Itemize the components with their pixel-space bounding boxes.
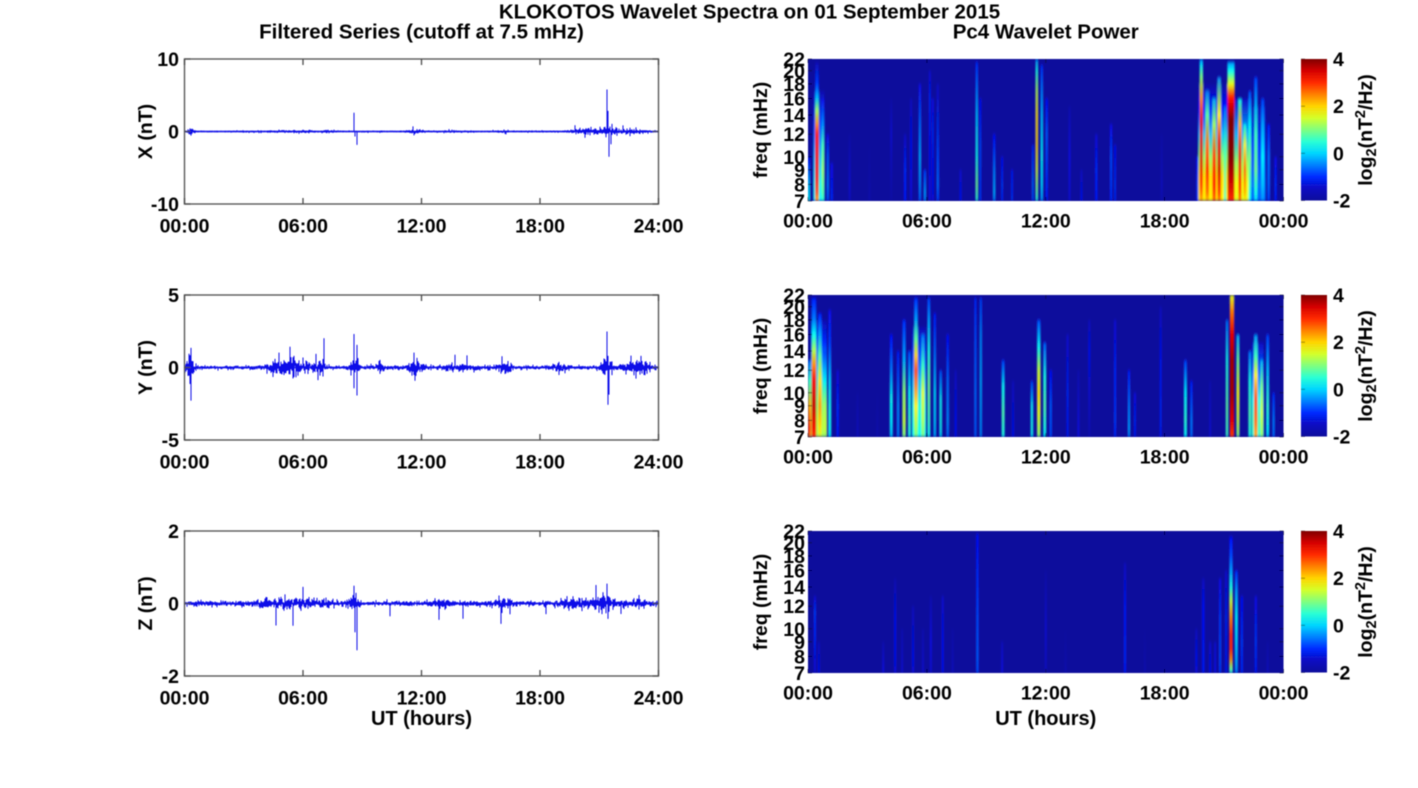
svg-text:freq (mHz): freq (mHz) — [750, 82, 772, 178]
svg-text:18:00: 18:00 — [515, 216, 565, 238]
svg-text:2: 2 — [168, 521, 179, 543]
svg-text:Z (nT): Z (nT) — [135, 576, 157, 630]
svg-text:16: 16 — [783, 560, 805, 582]
svg-text:X (nT): X (nT) — [135, 104, 157, 159]
svg-text:20: 20 — [783, 61, 805, 83]
svg-text:06:00: 06:00 — [278, 452, 328, 474]
svg-text:4: 4 — [1333, 285, 1344, 307]
svg-text:18: 18 — [783, 74, 805, 96]
svg-text:0: 0 — [168, 594, 179, 616]
svg-text:12:00: 12:00 — [397, 216, 447, 238]
svg-text:12:00: 12:00 — [1021, 447, 1071, 469]
svg-text:freq (mHz): freq (mHz) — [750, 318, 772, 414]
svg-text:06:00: 06:00 — [902, 447, 952, 469]
svg-text:06:00: 06:00 — [902, 683, 952, 705]
svg-text:-5: -5 — [162, 430, 179, 452]
svg-text:-2: -2 — [1333, 427, 1350, 449]
svg-text:14: 14 — [783, 341, 805, 363]
svg-text:18:00: 18:00 — [1140, 211, 1190, 233]
svg-text:18: 18 — [783, 310, 805, 332]
svg-text:22: 22 — [783, 49, 805, 71]
svg-text:24:00: 24:00 — [634, 216, 684, 238]
svg-text:00:00: 00:00 — [783, 447, 833, 469]
svg-text:7: 7 — [794, 191, 805, 213]
svg-text:06:00: 06:00 — [902, 211, 952, 233]
svg-text:00:00: 00:00 — [160, 452, 210, 474]
svg-text:10: 10 — [157, 49, 179, 71]
svg-text:UT (hours): UT (hours) — [371, 708, 472, 730]
svg-text:2: 2 — [1333, 568, 1344, 590]
svg-text:log2(nT2/Hz): log2(nT2/Hz) — [1353, 546, 1380, 657]
svg-text:10: 10 — [783, 147, 805, 169]
svg-text:18:00: 18:00 — [515, 688, 565, 710]
svg-text:18:00: 18:00 — [515, 452, 565, 474]
svg-text:00:00: 00:00 — [160, 688, 210, 710]
svg-text:12: 12 — [783, 124, 805, 146]
svg-text:0: 0 — [168, 358, 179, 380]
svg-text:18:00: 18:00 — [1140, 683, 1190, 705]
svg-text:00:00: 00:00 — [783, 211, 833, 233]
svg-text:Filtered Series (cutoff at 7.5: Filtered Series (cutoff at 7.5 mHz) — [259, 21, 584, 44]
svg-text:20: 20 — [783, 297, 805, 319]
svg-text:4: 4 — [1333, 521, 1344, 543]
svg-text:8: 8 — [794, 174, 805, 196]
svg-text:9: 9 — [794, 632, 805, 654]
svg-text:14: 14 — [783, 577, 805, 599]
svg-text:12: 12 — [783, 596, 805, 618]
svg-text:22: 22 — [783, 285, 805, 307]
svg-text:06:00: 06:00 — [278, 688, 328, 710]
svg-text:0: 0 — [1333, 379, 1344, 401]
svg-text:5: 5 — [168, 285, 179, 307]
svg-text:2: 2 — [1333, 332, 1344, 354]
svg-text:14: 14 — [783, 105, 805, 127]
svg-text:12:00: 12:00 — [397, 688, 447, 710]
svg-text:4: 4 — [1333, 49, 1344, 71]
svg-text:16: 16 — [783, 324, 805, 346]
svg-text:00:00: 00:00 — [1259, 683, 1309, 705]
svg-text:18: 18 — [783, 546, 805, 568]
svg-text:Y (nT): Y (nT) — [135, 340, 157, 395]
svg-text:10: 10 — [783, 383, 805, 405]
svg-text:freq (mHz): freq (mHz) — [750, 554, 772, 650]
svg-text:00:00: 00:00 — [1259, 447, 1309, 469]
svg-text:06:00: 06:00 — [278, 216, 328, 238]
svg-text:KLOKOTOS Wavelet Spectra on 01: KLOKOTOS Wavelet Spectra on 01 September… — [499, 1, 1000, 24]
svg-text:12:00: 12:00 — [397, 452, 447, 474]
svg-text:0: 0 — [168, 122, 179, 144]
svg-text:-2: -2 — [1333, 663, 1350, 685]
svg-text:log2(nT2/Hz): log2(nT2/Hz) — [1353, 74, 1380, 185]
svg-text:8: 8 — [794, 646, 805, 668]
svg-text:00:00: 00:00 — [783, 683, 833, 705]
svg-text:0: 0 — [1333, 615, 1344, 637]
svg-text:22: 22 — [783, 521, 805, 543]
svg-text:8: 8 — [794, 410, 805, 432]
svg-text:7: 7 — [794, 427, 805, 449]
svg-text:0: 0 — [1333, 143, 1344, 165]
svg-text:12: 12 — [783, 360, 805, 382]
svg-text:00:00: 00:00 — [160, 216, 210, 238]
svg-text:12:00: 12:00 — [1021, 211, 1071, 233]
svg-text:10: 10 — [783, 619, 805, 641]
svg-text:18:00: 18:00 — [1140, 447, 1190, 469]
svg-text:-10: -10 — [151, 194, 179, 216]
svg-text:log2(nT2/Hz): log2(nT2/Hz) — [1353, 310, 1380, 421]
svg-text:20: 20 — [783, 533, 805, 555]
svg-text:00:00: 00:00 — [1259, 211, 1309, 233]
svg-text:2: 2 — [1333, 96, 1344, 118]
svg-text:24:00: 24:00 — [634, 688, 684, 710]
svg-text:7: 7 — [794, 663, 805, 685]
svg-text:16: 16 — [783, 88, 805, 110]
svg-text:-2: -2 — [1333, 191, 1350, 213]
svg-text:-2: -2 — [162, 666, 179, 688]
svg-text:12:00: 12:00 — [1021, 683, 1071, 705]
svg-text:9: 9 — [794, 160, 805, 182]
svg-text:24:00: 24:00 — [634, 452, 684, 474]
svg-text:9: 9 — [794, 396, 805, 418]
svg-text:UT (hours): UT (hours) — [995, 708, 1096, 730]
svg-text:Pc4 Wavelet Power: Pc4 Wavelet Power — [953, 21, 1139, 44]
